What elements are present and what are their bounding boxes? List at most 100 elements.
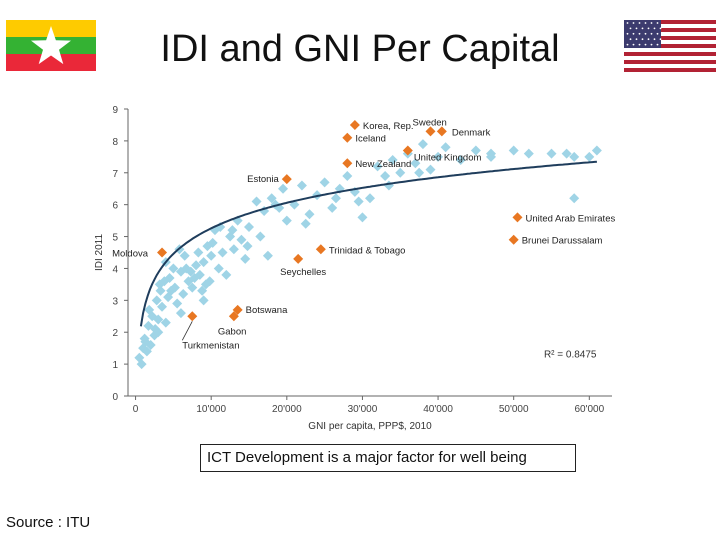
scatter-point	[187, 282, 198, 293]
scatter-point	[178, 288, 189, 299]
scatter-point	[278, 183, 289, 194]
highlighted-point	[157, 247, 168, 258]
scatter-point	[455, 155, 466, 166]
scatter-point	[160, 317, 171, 328]
scatter-point	[440, 142, 451, 153]
highlighted-point	[232, 304, 243, 315]
y-tick-label: 0	[112, 392, 118, 403]
x-tick-label: 10'000	[196, 404, 226, 415]
highlighted-point	[349, 119, 360, 130]
scatter-point	[342, 170, 353, 181]
highlighted-point	[425, 126, 436, 137]
scatter-point	[380, 170, 391, 181]
point-label: Moldova	[112, 249, 149, 260]
scatter-point	[244, 221, 254, 232]
leader-line	[181, 321, 193, 341]
point-label: Sweden	[413, 117, 447, 128]
scatter-point	[206, 250, 217, 261]
scatter-point	[193, 247, 204, 258]
scatter-point	[228, 244, 239, 255]
scatter-point	[365, 193, 375, 204]
scatter-point	[240, 253, 251, 264]
scatter-point	[387, 155, 398, 166]
scatter-point	[175, 308, 186, 319]
scatter-point	[395, 167, 406, 178]
scatter-point	[410, 158, 421, 169]
point-label: Iceland	[355, 134, 386, 145]
scatter-point	[296, 180, 307, 191]
scatter-point	[153, 314, 164, 325]
scatter-point	[198, 257, 209, 268]
scatter-point	[141, 346, 152, 357]
point-label: United Arab Emirates	[525, 213, 615, 224]
y-tick-label: 6	[112, 201, 118, 212]
highlighted-point	[508, 234, 519, 245]
point-label: United Kingdom	[414, 152, 482, 163]
y-axis-label: IDI 2011	[94, 234, 105, 271]
x-tick-label: 0	[133, 404, 139, 415]
point-label: Botswana	[246, 305, 288, 316]
myanmar-flag-icon	[6, 20, 96, 71]
scatter-point	[197, 285, 208, 296]
scatter-point	[281, 215, 292, 226]
scatter-point	[251, 196, 262, 207]
scatter-point	[255, 231, 266, 242]
y-tick-label: 9	[112, 105, 118, 116]
scatter-point	[166, 285, 177, 296]
y-tick-label: 4	[112, 264, 118, 275]
scatter-point	[304, 209, 315, 220]
scatter-point	[242, 241, 253, 252]
scatter-point	[155, 285, 166, 296]
scatter-point	[372, 161, 383, 172]
r-squared-annotation: R² = 0.8475	[544, 350, 597, 361]
scatter-point	[470, 145, 481, 156]
x-tick-label: 50'000	[499, 404, 529, 415]
point-label: Estonia	[247, 174, 279, 185]
scatter-point	[334, 183, 345, 194]
y-tick-label: 5	[112, 233, 118, 244]
scatter-point	[330, 193, 341, 204]
point-label: New Zealand	[355, 159, 411, 170]
y-tick-label: 1	[112, 360, 118, 371]
trend-line	[139, 160, 597, 327]
scatter-point	[414, 167, 425, 178]
point-label: Korea, Rep.	[363, 121, 414, 132]
highlighted-point	[402, 145, 413, 156]
highlighted-point	[281, 174, 292, 185]
scatter-point	[164, 273, 175, 284]
scatter-point	[319, 177, 330, 188]
scatter-point	[561, 148, 572, 159]
scatter-point	[259, 206, 270, 217]
x-tick-label: 20'000	[272, 404, 302, 415]
scatter-point	[353, 196, 364, 207]
highlighted-point	[342, 158, 353, 169]
scatter-point	[486, 148, 496, 159]
y-tick-label: 8	[112, 137, 118, 148]
scatter-point	[151, 295, 162, 306]
scatter-point	[349, 186, 360, 197]
scatter-point	[266, 193, 277, 204]
caption-box: ICT Development is a major factor for we…	[200, 444, 576, 472]
scatter-chart: 0 1 2 3 4 5 6 7 8 9 0 10'000 20'000 30'000 40'000 50'00…	[94, 105, 615, 432]
scatter-point	[425, 164, 436, 175]
highlighted-point	[293, 253, 304, 264]
point-label: Denmark	[452, 127, 491, 138]
scatter-point	[168, 263, 179, 274]
scatter-point	[153, 327, 164, 338]
y-tick-label: 3	[112, 296, 118, 307]
highlighted-point	[342, 132, 353, 143]
x-tick-label: 40'000	[423, 404, 453, 415]
scatter-point	[236, 234, 247, 245]
scatter-point	[157, 301, 168, 312]
scatter-point	[357, 212, 368, 223]
scatter-point	[154, 279, 165, 290]
x-axis-label: GNI per capita, PPP$, 2010	[308, 421, 432, 432]
scatter-point	[546, 148, 557, 159]
point-label: Gabon	[218, 326, 247, 337]
highlighted-point	[512, 212, 523, 223]
highlighted-point	[228, 311, 239, 322]
scatter-point	[136, 359, 147, 370]
point-label: Brunei Darussalam	[522, 236, 603, 247]
point-label: Trinidad & Tobago	[329, 245, 406, 256]
scatter-point	[172, 298, 183, 309]
